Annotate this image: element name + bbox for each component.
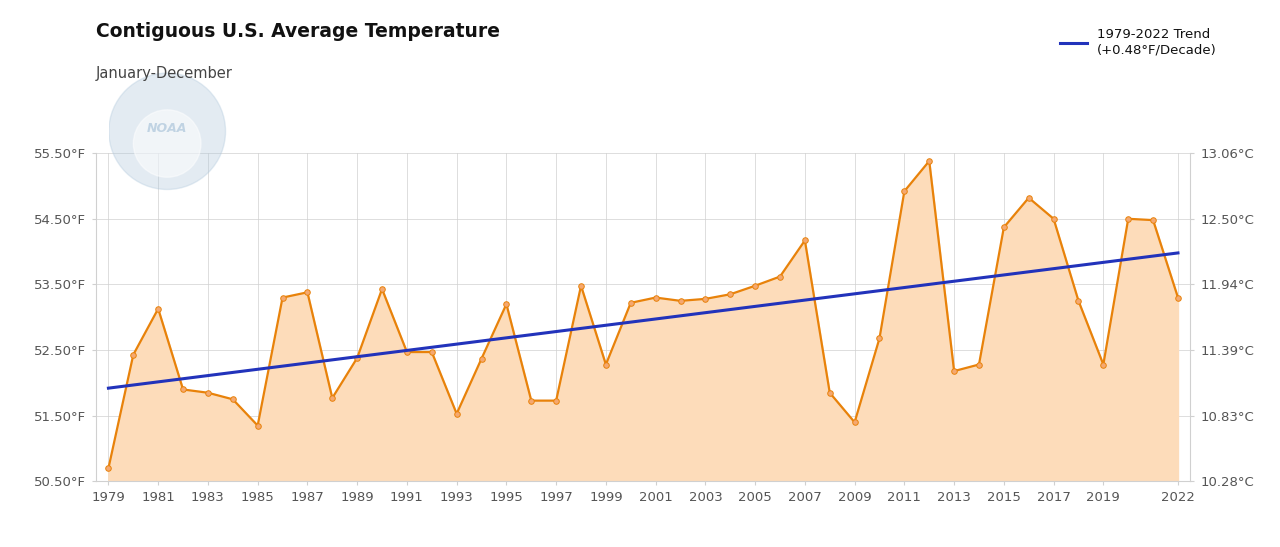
- Text: Contiguous U.S. Average Temperature: Contiguous U.S. Average Temperature: [96, 22, 500, 41]
- Text: January-December: January-December: [96, 66, 233, 80]
- Circle shape: [109, 73, 225, 189]
- Legend: 1979-2022 Trend
(+0.48°F/Decade): 1979-2022 Trend (+0.48°F/Decade): [1055, 23, 1222, 62]
- Circle shape: [133, 110, 201, 177]
- Text: NOAA: NOAA: [147, 122, 187, 135]
